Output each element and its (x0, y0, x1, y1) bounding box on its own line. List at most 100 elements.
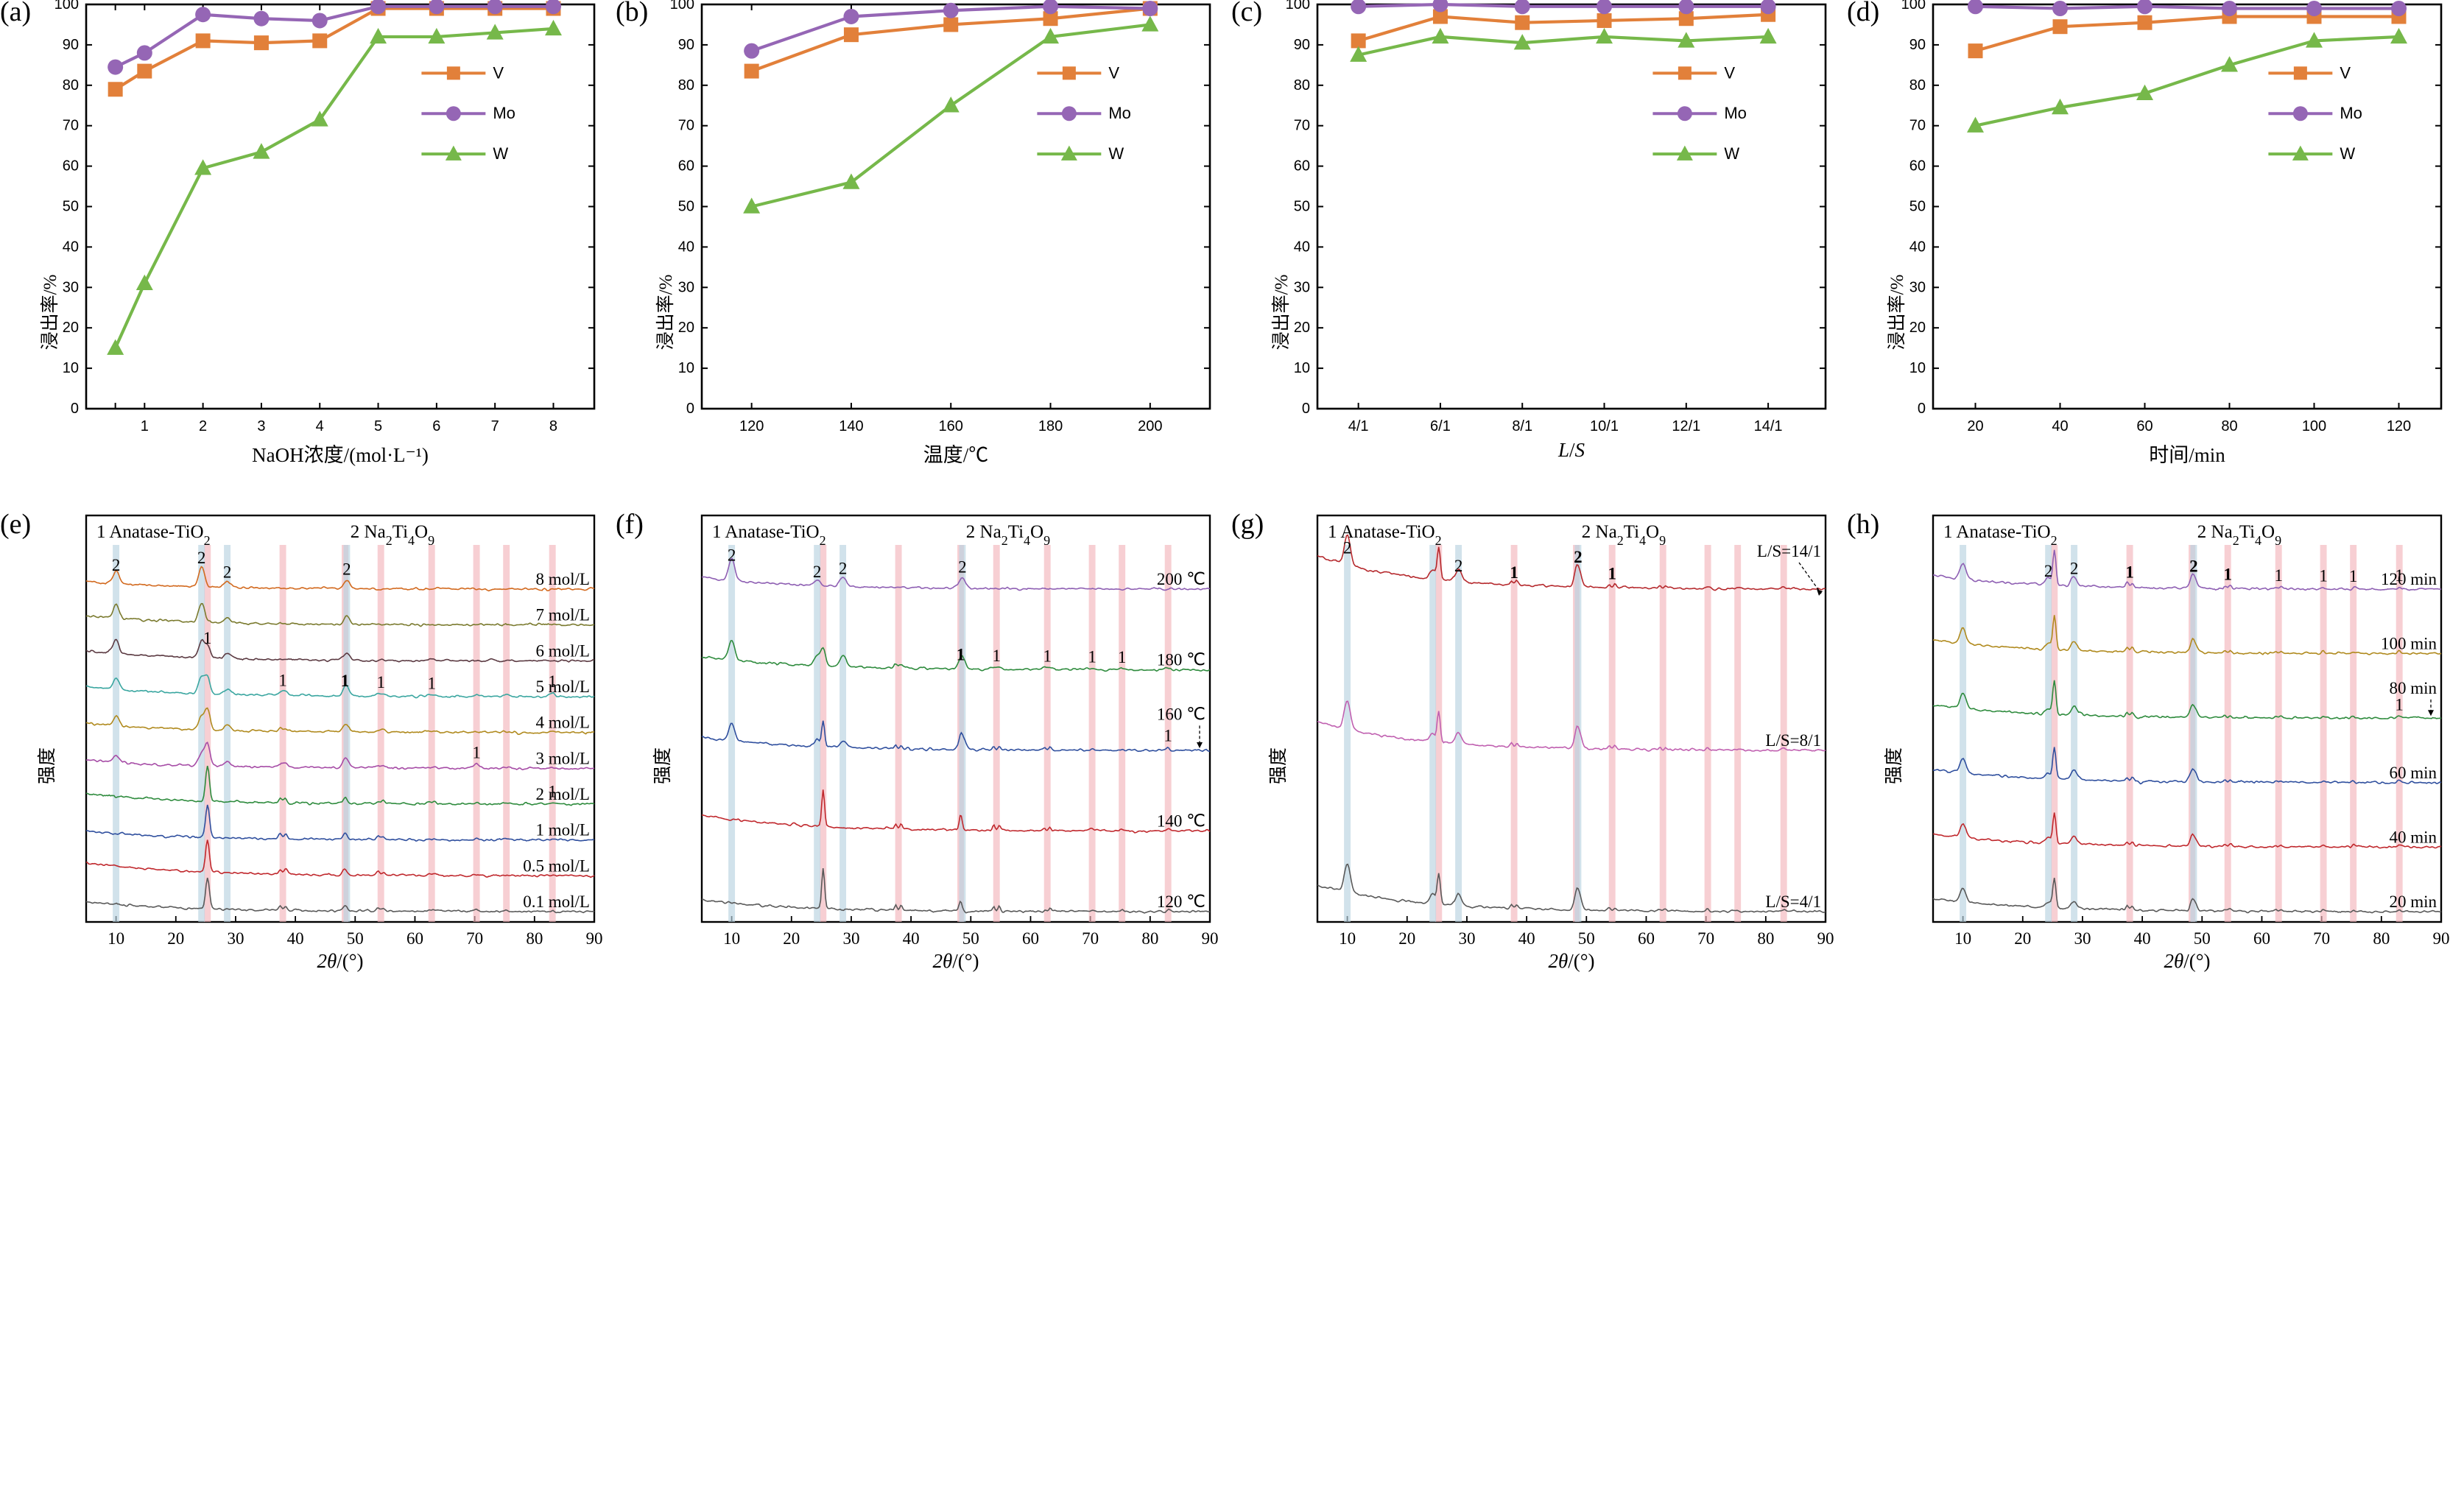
svg-text:40: 40 (1294, 239, 1310, 255)
svg-text:2: 2 (1574, 548, 1583, 566)
svg-text:10: 10 (678, 360, 694, 376)
svg-text:30: 30 (842, 929, 859, 948)
svg-text:5 mol/L: 5 mol/L (536, 677, 590, 696)
svg-text:30: 30 (1458, 929, 1475, 948)
svg-text:60: 60 (406, 929, 423, 948)
svg-text:30: 30 (227, 929, 244, 948)
svg-text:14/1: 14/1 (1754, 418, 1783, 434)
svg-text:90: 90 (2433, 929, 2450, 948)
svg-text:W: W (2340, 144, 2355, 163)
svg-text:Mo: Mo (1724, 104, 1747, 122)
svg-text:2 Na2Ti4O9: 2 Na2Ti4O9 (1582, 522, 1666, 548)
svg-text:2: 2 (197, 549, 206, 567)
svg-text:80: 80 (678, 77, 694, 94)
svg-text:7: 7 (491, 418, 499, 434)
svg-text:6 mol/L: 6 mol/L (536, 641, 590, 660)
svg-text:2: 2 (1343, 539, 1352, 557)
svg-text:3 mol/L: 3 mol/L (536, 749, 590, 767)
svg-text:50: 50 (2194, 929, 2211, 948)
svg-text:60: 60 (1638, 929, 1655, 948)
svg-text:2: 2 (223, 563, 232, 581)
svg-text:40: 40 (1518, 929, 1535, 948)
svg-text:20: 20 (1294, 320, 1310, 336)
svg-text:W: W (1108, 144, 1124, 163)
svg-text:70: 70 (1082, 929, 1099, 948)
svg-text:90: 90 (63, 37, 79, 53)
svg-text:70: 70 (63, 118, 79, 134)
svg-text:50: 50 (678, 199, 694, 215)
svg-text:2: 2 (2189, 557, 2198, 575)
svg-text:1: 1 (2125, 563, 2134, 582)
svg-text:4/1: 4/1 (1348, 418, 1369, 434)
svg-text:70: 70 (466, 929, 483, 948)
svg-text:2: 2 (813, 563, 822, 581)
svg-text:1: 1 (1608, 565, 1616, 583)
svg-text:6/1: 6/1 (1430, 418, 1451, 434)
svg-text:60: 60 (2253, 929, 2270, 948)
svg-text:20 min: 20 min (2389, 892, 2437, 911)
svg-text:1 Anatase-TiO2: 1 Anatase-TiO2 (712, 522, 826, 548)
svg-text:40 min: 40 min (2389, 828, 2437, 846)
svg-text:1: 1 (1043, 647, 1052, 666)
svg-text:10: 10 (108, 929, 124, 948)
svg-text:2 Na2Ti4O9: 2 Na2Ti4O9 (966, 522, 1050, 548)
svg-text:90: 90 (586, 929, 603, 948)
svg-text:90: 90 (1202, 929, 1219, 948)
svg-text:50: 50 (63, 199, 79, 215)
svg-text:80: 80 (2221, 418, 2237, 434)
svg-text:50: 50 (1294, 199, 1310, 215)
svg-text:1: 1 (427, 675, 436, 693)
svg-text:L/S=4/1: L/S=4/1 (1765, 892, 1821, 911)
svg-text:1: 1 (992, 647, 1001, 665)
svg-text:120 ℃: 120 ℃ (1157, 892, 1205, 911)
svg-text:10: 10 (723, 929, 740, 948)
svg-text:Mo: Mo (1108, 104, 1131, 122)
svg-text:80: 80 (63, 77, 79, 94)
svg-text:1: 1 (472, 743, 481, 761)
svg-text:70: 70 (1294, 118, 1310, 134)
svg-text:180 ℃: 180 ℃ (1157, 651, 1205, 669)
svg-text:90: 90 (1294, 37, 1310, 53)
svg-text:10: 10 (63, 360, 79, 376)
svg-text:70: 70 (678, 118, 694, 134)
svg-text:2: 2 (112, 556, 121, 574)
svg-text:20: 20 (63, 320, 79, 336)
svg-text:1 Anatase-TiO2: 1 Anatase-TiO2 (1943, 522, 2058, 548)
svg-text:100 min: 100 min (2381, 635, 2437, 653)
svg-text:60: 60 (1909, 158, 1926, 175)
svg-text:5: 5 (374, 418, 382, 434)
svg-text:70: 70 (1697, 929, 1714, 948)
svg-text:10: 10 (1339, 929, 1356, 948)
svg-text:2: 2 (2044, 562, 2053, 580)
svg-text:8/1: 8/1 (1512, 418, 1532, 434)
svg-text:60 min: 60 min (2389, 764, 2437, 782)
svg-text:30: 30 (2074, 929, 2091, 948)
svg-text:8: 8 (549, 418, 557, 434)
svg-text:7 mol/L: 7 mol/L (536, 606, 590, 624)
svg-text:12/1: 12/1 (1672, 418, 1700, 434)
svg-text:30: 30 (63, 279, 79, 295)
svg-text:2 Na2Ti4O9: 2 Na2Ti4O9 (2197, 522, 2281, 548)
svg-text:1: 1 (2319, 566, 2328, 585)
svg-text:2: 2 (199, 418, 207, 434)
svg-text:2: 2 (342, 560, 351, 578)
svg-text:Mo: Mo (2340, 104, 2362, 122)
svg-text:4 mol/L: 4 mol/L (536, 714, 590, 732)
svg-text:40: 40 (2052, 418, 2068, 434)
svg-text:30: 30 (1294, 279, 1310, 295)
svg-text:100: 100 (54, 0, 79, 13)
svg-text:50: 50 (962, 929, 979, 948)
svg-text:10: 10 (1909, 360, 1926, 376)
svg-text:0: 0 (686, 401, 694, 417)
svg-text:100: 100 (2302, 418, 2326, 434)
svg-text:0: 0 (1918, 401, 1926, 417)
svg-text:8 mol/L: 8 mol/L (536, 570, 590, 588)
svg-text:2: 2 (958, 558, 967, 577)
svg-text:1: 1 (1164, 727, 1172, 745)
svg-text:0.5 mol/L: 0.5 mol/L (523, 856, 590, 875)
svg-text:60: 60 (2136, 418, 2153, 434)
svg-text:L/S=14/1: L/S=14/1 (1757, 542, 1821, 560)
svg-text:70: 70 (2313, 929, 2330, 948)
svg-text:1: 1 (141, 418, 149, 434)
svg-text:40: 40 (903, 929, 920, 948)
